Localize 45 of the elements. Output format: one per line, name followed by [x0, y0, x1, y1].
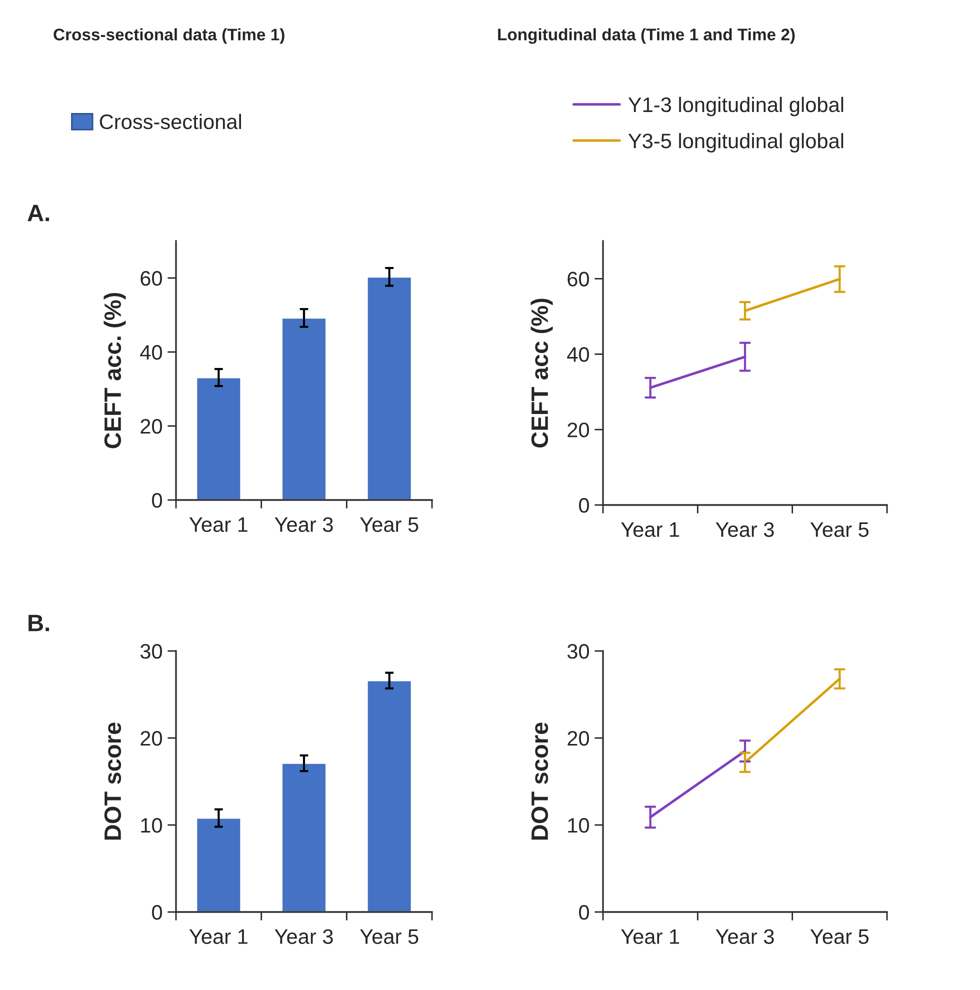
- y-tick-label: 20: [140, 419, 162, 434]
- bar: [196, 817, 242, 912]
- y-tick-label: 30: [567, 644, 589, 659]
- text: B.: [28, 614, 49, 632]
- y-tick-label: 0: [152, 905, 162, 920]
- y-tick-label: 20: [568, 422, 589, 438]
- y-tick-label: 20: [568, 731, 589, 746]
- chart-title: Longitudinal data (Time 1 and Time 2): [498, 28, 795, 44]
- x-tick-label: Year 5: [810, 929, 869, 944]
- chart-title: Cross-sectional data (Time 1): [54, 28, 284, 44]
- x-tick-label: Year 5: [360, 517, 418, 532]
- x-tick-label: Year 3: [716, 929, 774, 944]
- y-axis-title: CEFT acc (%): [530, 298, 553, 448]
- x-tick-label: Year 1: [189, 517, 248, 532]
- legend-label: Y3-5 longitudinal global: [628, 133, 844, 152]
- y-tick-label: 60: [140, 271, 162, 286]
- y-tick-label: 40: [567, 347, 589, 362]
- legend-label: Y1-3 longitudinal global: [628, 96, 844, 116]
- x-tick-label: Year 1: [621, 929, 680, 944]
- bar: [281, 762, 327, 912]
- bar: [196, 376, 242, 500]
- x-tick-label: Year 3: [716, 522, 774, 537]
- bar: [281, 317, 327, 500]
- legend-label: Cross-sectional: [100, 114, 242, 130]
- bar: [366, 276, 412, 500]
- y-tick-label: 60: [568, 272, 589, 286]
- x-tick-label: Year 1: [189, 929, 248, 944]
- bar: [366, 680, 412, 912]
- y-axis-title: CEFT acc. (%): [104, 292, 126, 448]
- y-tick-label: 0: [579, 905, 589, 920]
- x-tick-label: Year 5: [360, 929, 418, 944]
- y-tick-label: 10: [141, 818, 162, 833]
- y-tick-label: 0: [152, 493, 162, 508]
- y-tick-label: 20: [140, 731, 162, 746]
- y-tick-label: 40: [140, 345, 162, 360]
- x-tick-label: Year 5: [810, 522, 869, 537]
- x-tick-label: Year 3: [274, 929, 333, 944]
- y-axis-title: DOT score: [104, 722, 122, 840]
- x-tick-label: Year 3: [274, 517, 333, 532]
- y-tick-label: 10: [568, 818, 589, 833]
- text: A.: [28, 204, 49, 222]
- x-tick-label: Year 1: [621, 522, 680, 537]
- y-tick-label: 30: [140, 644, 162, 659]
- y-tick-label: 0: [579, 498, 589, 513]
- y-axis-title: DOT score: [531, 722, 548, 840]
